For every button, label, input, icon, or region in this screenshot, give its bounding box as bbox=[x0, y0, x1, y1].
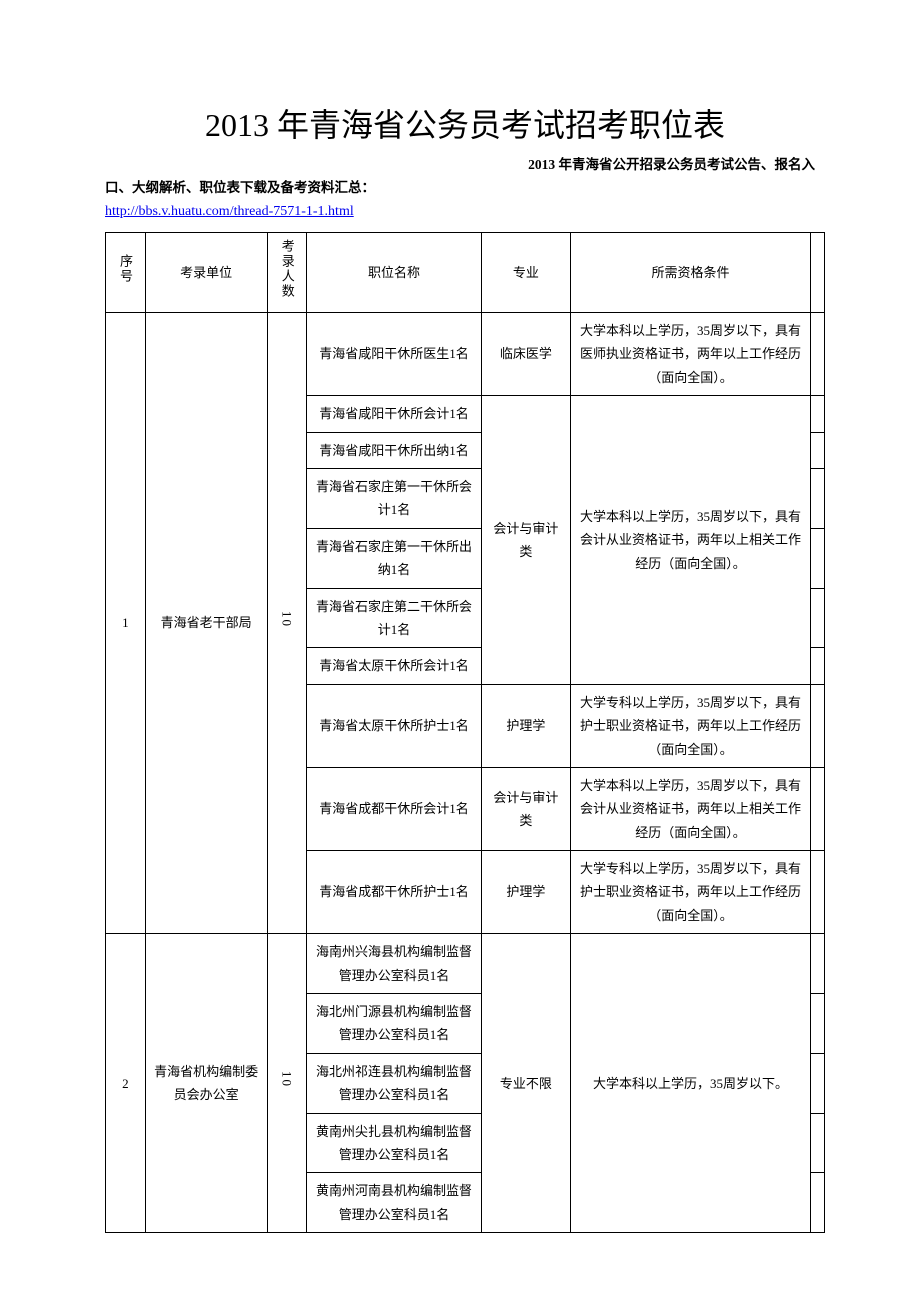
cell-empty bbox=[810, 528, 824, 588]
cell-req: 大学专科以上学历，35周岁以下，具有护士职业资格证书，两年以上工作经历（面向全国… bbox=[571, 851, 811, 934]
page-title: 2013 年青海省公务员考试招考职位表 bbox=[105, 100, 825, 146]
cell-empty bbox=[810, 432, 824, 468]
document-page: 2013 年青海省公务员考试招考职位表 2013 年青海省公开招录公务员考试公告… bbox=[0, 0, 920, 1293]
cell-count: 10 bbox=[267, 934, 307, 1233]
cell-seq: 1 bbox=[106, 313, 146, 934]
subtitle-right: 2013 年青海省公开招录公务员考试公告、报名入 bbox=[105, 154, 825, 177]
subtitle-left: 口、大纲解析、职位表下载及备考资料汇总： bbox=[105, 177, 825, 200]
cell-position: 青海省咸阳干休所出纳1名 bbox=[307, 432, 481, 468]
cell-count: 10 bbox=[267, 313, 307, 934]
resource-link[interactable]: http://bbs.v.huatu.com/thread-7571-1-1.h… bbox=[105, 204, 354, 219]
cell-empty bbox=[810, 396, 824, 432]
cell-req: 大学本科以上学历，35周岁以下，具有会计从业资格证书，两年以上相关工作经历（面向… bbox=[571, 767, 811, 850]
positions-table: 序号 考录单位 考录人数 职位名称 专业 所需资格条件 1 青海省老干部局 10… bbox=[105, 232, 825, 1234]
cell-position: 黄南州尖扎县机构编制监督管理办公室科员1名 bbox=[307, 1113, 481, 1173]
cell-major: 护理学 bbox=[481, 851, 570, 934]
cell-empty bbox=[810, 588, 824, 648]
cell-position: 青海省咸阳干休所会计1名 bbox=[307, 396, 481, 432]
cell-empty bbox=[810, 851, 824, 934]
cell-position: 青海省太原干休所护士1名 bbox=[307, 684, 481, 767]
cell-position: 青海省石家庄第一干休所出纳1名 bbox=[307, 528, 481, 588]
cell-position: 海北州门源县机构编制监督管理办公室科员1名 bbox=[307, 994, 481, 1054]
cell-position: 青海省太原干休所会计1名 bbox=[307, 648, 481, 684]
header-req: 所需资格条件 bbox=[571, 232, 811, 312]
cell-position: 海南州兴海县机构编制监督管理办公室科员1名 bbox=[307, 934, 481, 994]
cell-empty bbox=[810, 934, 824, 994]
cell-unit: 青海省老干部局 bbox=[145, 313, 267, 934]
cell-empty bbox=[810, 313, 824, 396]
cell-position: 海北州祁连县机构编制监督管理办公室科员1名 bbox=[307, 1053, 481, 1113]
cell-major: 会计与审计类 bbox=[481, 767, 570, 850]
table-row: 1 青海省老干部局 10 青海省咸阳干休所医生1名 临床医学 大学本科以上学历，… bbox=[106, 313, 825, 396]
cell-empty bbox=[810, 994, 824, 1054]
cell-req: 大学本科以上学历，35周岁以下。 bbox=[571, 934, 811, 1233]
cell-empty bbox=[810, 648, 824, 684]
header-major: 专业 bbox=[481, 232, 570, 312]
cell-position: 青海省石家庄第二干休所会计1名 bbox=[307, 588, 481, 648]
header-seq: 序号 bbox=[106, 232, 146, 312]
cell-empty bbox=[810, 1113, 824, 1173]
header-unit: 考录单位 bbox=[145, 232, 267, 312]
cell-position: 青海省石家庄第一干休所会计1名 bbox=[307, 469, 481, 529]
cell-empty bbox=[810, 684, 824, 767]
cell-major: 专业不限 bbox=[481, 934, 570, 1233]
cell-req: 大学本科以上学历，35周岁以下，具有会计从业资格证书，两年以上相关工作经历（面向… bbox=[571, 396, 811, 685]
subtitle-block: 2013 年青海省公开招录公务员考试公告、报名入 口、大纲解析、职位表下载及备考… bbox=[105, 154, 825, 224]
cell-req: 大学专科以上学历，35周岁以下，具有护士职业资格证书，两年以上工作经历（面向全国… bbox=[571, 684, 811, 767]
cell-major: 护理学 bbox=[481, 684, 570, 767]
table-row: 2 青海省机构编制委员会办公室 10 海南州兴海县机构编制监督管理办公室科员1名… bbox=[106, 934, 825, 994]
header-empty bbox=[810, 232, 824, 312]
header-count: 考录人数 bbox=[267, 232, 307, 312]
cell-position: 青海省咸阳干休所医生1名 bbox=[307, 313, 481, 396]
cell-empty bbox=[810, 469, 824, 529]
table-header-row: 序号 考录单位 考录人数 职位名称 专业 所需资格条件 bbox=[106, 232, 825, 312]
cell-position: 黄南州河南县机构编制监督管理办公室科员1名 bbox=[307, 1173, 481, 1233]
cell-seq: 2 bbox=[106, 934, 146, 1233]
cell-empty bbox=[810, 1053, 824, 1113]
header-position: 职位名称 bbox=[307, 232, 481, 312]
cell-req: 大学本科以上学历，35周岁以下，具有医师执业资格证书，两年以上工作经历（面向全国… bbox=[571, 313, 811, 396]
cell-major: 会计与审计类 bbox=[481, 396, 570, 685]
cell-major: 临床医学 bbox=[481, 313, 570, 396]
cell-empty bbox=[810, 1173, 824, 1233]
cell-empty bbox=[810, 767, 824, 850]
cell-unit: 青海省机构编制委员会办公室 bbox=[145, 934, 267, 1233]
cell-position: 青海省成都干休所护士1名 bbox=[307, 851, 481, 934]
cell-position: 青海省成都干休所会计1名 bbox=[307, 767, 481, 850]
